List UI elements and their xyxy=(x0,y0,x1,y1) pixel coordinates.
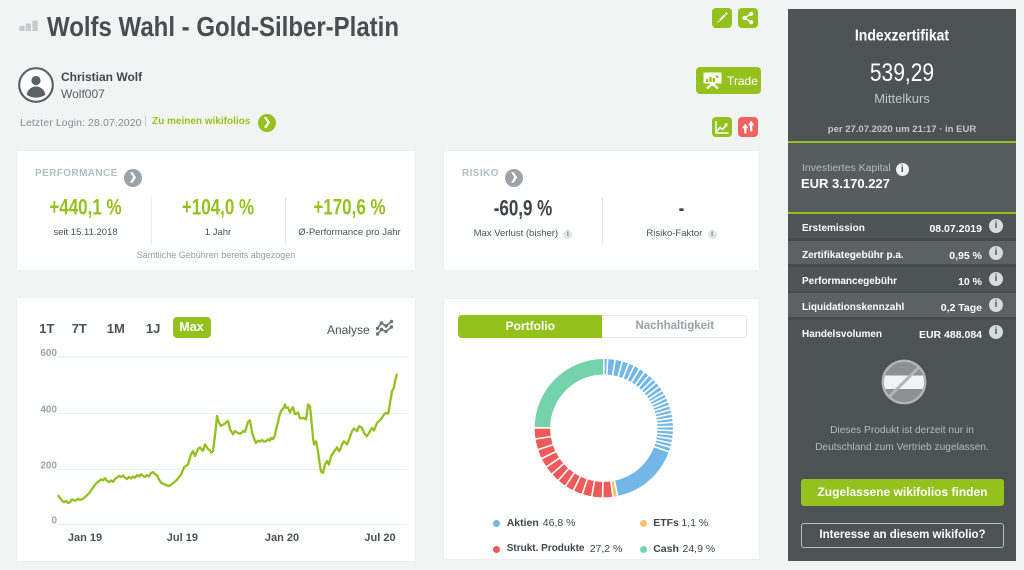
svg-text:400: 400 xyxy=(40,405,57,416)
svg-text:Jul 19: Jul 19 xyxy=(167,532,198,544)
svg-text:0: 0 xyxy=(51,516,57,527)
svg-text:Jan 19: Jan 19 xyxy=(68,532,102,544)
svg-text:Jan 20: Jan 20 xyxy=(265,532,299,544)
svg-text:Jul 20: Jul 20 xyxy=(364,532,395,544)
svg-text:200: 200 xyxy=(40,460,57,471)
svg-text:600: 600 xyxy=(40,348,57,359)
